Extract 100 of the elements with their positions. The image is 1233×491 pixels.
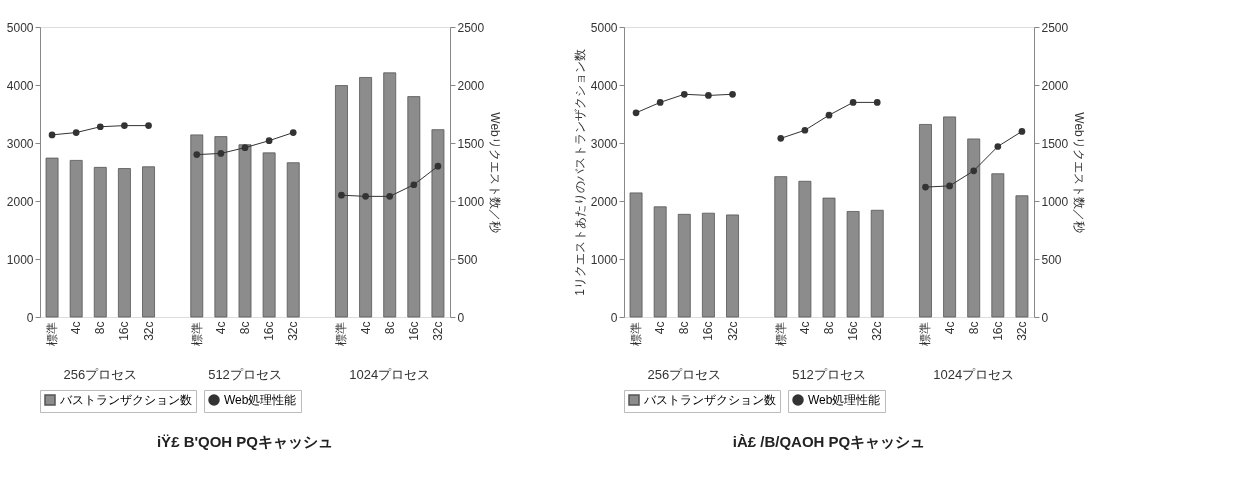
point bbox=[825, 111, 833, 119]
y-tick-label: 5000 bbox=[6, 20, 34, 35]
y-tick-label: 4000 bbox=[590, 78, 618, 93]
x-tick-label: 標準 bbox=[189, 321, 204, 346]
point bbox=[1018, 128, 1026, 135]
y2-axis-title: Webリクエスト数／秒 bbox=[488, 112, 503, 233]
text: 512プロセス bbox=[208, 367, 282, 382]
x-tick-label: 32c bbox=[725, 321, 740, 341]
x-tick-label: 16c bbox=[990, 321, 1005, 341]
bar bbox=[383, 72, 397, 318]
y2-tick-label: 2500 bbox=[1041, 20, 1069, 35]
bar bbox=[822, 197, 836, 318]
point bbox=[241, 144, 249, 151]
text: iŸ£ B'QOH PQキャッシュ bbox=[156, 433, 334, 450]
y-tick-label: 5000 bbox=[590, 20, 618, 35]
bar bbox=[1015, 195, 1029, 318]
bar bbox=[286, 162, 300, 318]
bar bbox=[431, 129, 445, 318]
text: 1024プロセス bbox=[933, 367, 1015, 382]
x-tick-label: 8c bbox=[677, 321, 692, 335]
bar bbox=[69, 160, 83, 318]
point bbox=[145, 122, 152, 129]
point bbox=[193, 151, 201, 158]
bar bbox=[919, 124, 932, 318]
y-axis-title: 1リクエストあたりのバストランザクション数 bbox=[572, 49, 587, 296]
x-tick-label: 4c bbox=[653, 321, 668, 335]
y-tick-label: 4000 bbox=[6, 78, 34, 93]
x-tick-label: 標準 bbox=[629, 321, 644, 346]
y2-tick-label: 0 bbox=[1041, 310, 1049, 325]
bar bbox=[774, 176, 788, 318]
x-tick-label: 4c bbox=[942, 321, 957, 335]
point bbox=[680, 90, 688, 98]
y-tick-label: 1000 bbox=[6, 252, 34, 267]
y-tick-label: 2000 bbox=[590, 194, 618, 209]
bar bbox=[726, 214, 739, 318]
y2-tick-label: 2500 bbox=[457, 20, 485, 35]
bar bbox=[629, 192, 643, 318]
y-tick-label: 2000 bbox=[6, 194, 34, 209]
legend-label: バストランザクション数 bbox=[59, 393, 192, 407]
y2-tick-label: 1000 bbox=[457, 194, 485, 209]
x-tick-label: 4c bbox=[358, 321, 373, 335]
x-tick-label: 標準 bbox=[45, 321, 60, 346]
y2-tick-label: 500 bbox=[457, 252, 478, 267]
text: 256プロセス bbox=[63, 367, 138, 382]
bar bbox=[142, 166, 155, 318]
x-tick-label: 4c bbox=[69, 321, 84, 335]
point bbox=[289, 129, 297, 136]
x-tick-label: 16c bbox=[117, 321, 132, 341]
point bbox=[801, 126, 809, 134]
x-tick-label: 32c bbox=[141, 321, 156, 341]
x-tick-label: 16c bbox=[846, 321, 861, 341]
point bbox=[362, 193, 369, 200]
bar bbox=[701, 212, 715, 318]
bar bbox=[653, 206, 667, 318]
point bbox=[656, 99, 664, 106]
point bbox=[217, 150, 225, 157]
point bbox=[338, 191, 345, 199]
x-tick-label: 16c bbox=[406, 321, 421, 341]
bar bbox=[943, 116, 957, 318]
x-tick-label: 32c bbox=[430, 321, 445, 341]
point bbox=[265, 137, 273, 145]
point bbox=[994, 143, 1002, 150]
bar bbox=[45, 157, 59, 318]
point bbox=[946, 182, 953, 190]
y2-tick-label: 2000 bbox=[1041, 78, 1069, 93]
text: 512プロセス bbox=[792, 367, 866, 382]
bar bbox=[967, 138, 981, 318]
legend-label: Web処理性能 bbox=[808, 393, 881, 407]
y-tick-label: 0 bbox=[26, 310, 34, 325]
bar bbox=[214, 136, 228, 318]
point bbox=[410, 181, 418, 189]
point bbox=[777, 135, 785, 142]
x-tick-label: 32c bbox=[870, 321, 885, 341]
y-tick-label: 0 bbox=[610, 310, 618, 325]
bar bbox=[677, 213, 691, 318]
y2-tick-label: 2000 bbox=[457, 78, 485, 93]
point bbox=[970, 167, 978, 175]
text: 1024プロセス bbox=[349, 367, 431, 382]
x-tick-label: 8c bbox=[238, 321, 252, 335]
bar bbox=[262, 152, 276, 318]
y-tick-label: 3000 bbox=[590, 136, 618, 151]
x-tick-label: 標準 bbox=[334, 321, 349, 346]
x-tick-label: 8c bbox=[93, 321, 108, 335]
x-tick-label: 8c bbox=[966, 321, 981, 335]
legend-label: Web処理性能 bbox=[224, 393, 297, 407]
bar bbox=[846, 211, 860, 318]
bar bbox=[238, 144, 252, 318]
text: iÀ£ /B/QAOH PQキャッシュ bbox=[732, 433, 926, 450]
bar bbox=[117, 168, 131, 318]
bar bbox=[335, 85, 348, 318]
x-tick-label: 8c bbox=[822, 321, 836, 335]
y2-tick-label: 0 bbox=[457, 310, 465, 325]
bar bbox=[407, 96, 421, 318]
bar bbox=[190, 134, 204, 318]
bar bbox=[93, 166, 107, 318]
x-tick-label: 32c bbox=[286, 321, 301, 341]
point bbox=[705, 92, 712, 99]
point bbox=[922, 183, 929, 191]
y2-tick-label: 1000 bbox=[1041, 194, 1069, 209]
point bbox=[121, 122, 128, 129]
